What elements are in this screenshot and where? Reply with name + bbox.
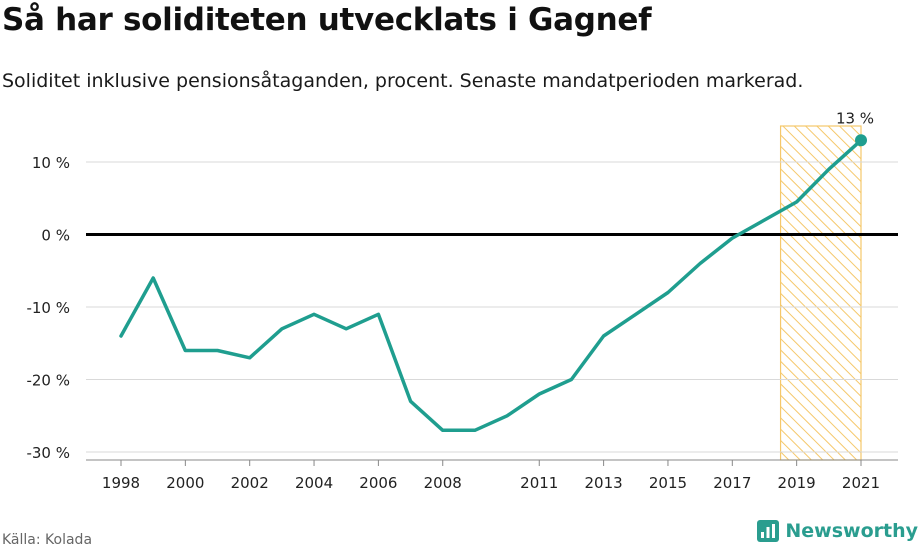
x-tick-label: 2015 [649, 474, 687, 492]
newsworthy-logo: Newsworthy [757, 520, 918, 542]
x-tick-label: 2000 [166, 474, 204, 492]
x-tick-label: 2017 [713, 474, 751, 492]
y-tick-label: -30 % [26, 444, 70, 462]
y-tick-label: 10 % [32, 154, 70, 172]
x-tick-label: 2004 [295, 474, 333, 492]
chart-title: Så har soliditeten utvecklats i Gagnef [2, 2, 652, 38]
end-point [855, 134, 867, 147]
x-tick-label: 2011 [520, 474, 558, 492]
x-tick-label: 1998 [102, 474, 140, 492]
chart-subtitle: Soliditet inklusive pensionsåtaganden, p… [2, 70, 804, 92]
x-tick-label: 2006 [359, 474, 397, 492]
newsworthy-logo-text: Newsworthy [785, 520, 918, 542]
x-tick-label: 2013 [585, 474, 623, 492]
newsworthy-logo-icon [757, 520, 780, 542]
mandate-period-highlight [779, 125, 862, 461]
x-tick-label: 2021 [842, 474, 880, 492]
source-note: Källa: Kolada [2, 532, 93, 548]
y-tick-label: -10 % [26, 299, 70, 317]
x-tick-label: 2002 [231, 474, 269, 492]
end-value-label: 13 % [836, 109, 874, 127]
x-tick-label: 2008 [424, 474, 462, 492]
y-tick-label: 0 % [41, 227, 70, 245]
series-line [119, 138, 863, 433]
y-tick-label: -20 % [26, 372, 70, 390]
x-tick-label: 2019 [778, 474, 816, 492]
